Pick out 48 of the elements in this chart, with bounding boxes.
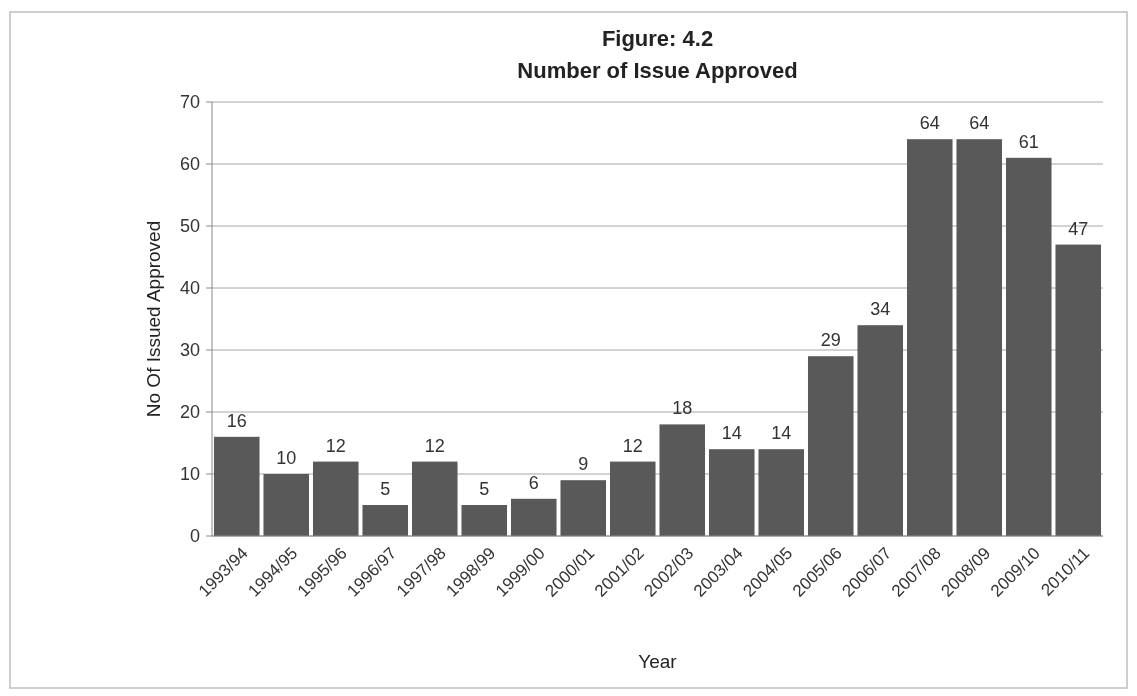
bar [857,325,904,536]
data-label: 10 [276,448,297,468]
y-tick-label: 20 [179,402,200,423]
y-tick-label: 30 [179,340,200,361]
bar [213,436,260,536]
data-label: 14 [721,423,742,444]
y-tick-label: 50 [179,216,200,237]
data-label: 14 [771,423,792,444]
y-tick-label: 0 [189,526,200,547]
data-label: 12 [325,435,346,456]
chart-title: Figure: 4.2 [601,26,714,51]
bar [263,474,310,536]
data-label: 12 [424,435,445,456]
bar [312,461,359,536]
bar [609,461,656,536]
y-tick-label: 70 [179,92,200,113]
y-axis-title: No Of Issued Approved [143,220,164,418]
data-label: 47 [1068,218,1089,239]
data-label: 5 [380,479,391,499]
bar [411,461,458,536]
bar [510,498,557,536]
data-label: 61 [1018,131,1039,152]
bar [362,505,409,536]
data-label: 6 [528,472,539,493]
bar [461,505,508,536]
data-label: 64 [969,113,990,134]
chart-subtitle: Number of Issue Approved [517,58,798,83]
y-tick-label: 60 [179,154,200,175]
bar [659,424,706,536]
bar [758,449,805,536]
data-label: 12 [622,435,643,456]
data-label: 16 [226,410,247,431]
data-label: 64 [919,113,940,134]
bar [560,480,607,536]
x-axis-title: Year [638,651,678,672]
bar [1055,244,1102,536]
bar [1005,157,1052,536]
data-label: 18 [672,398,693,419]
y-tick-label: 10 [179,464,200,485]
bar [956,139,1003,536]
bar [807,356,854,536]
y-tick-label: 40 [179,278,200,299]
bar [906,139,953,536]
data-label: 34 [870,299,891,320]
data-label: 29 [820,330,841,351]
data-label: 5 [479,479,490,499]
data-label: 9 [578,454,589,475]
bar [708,449,755,536]
